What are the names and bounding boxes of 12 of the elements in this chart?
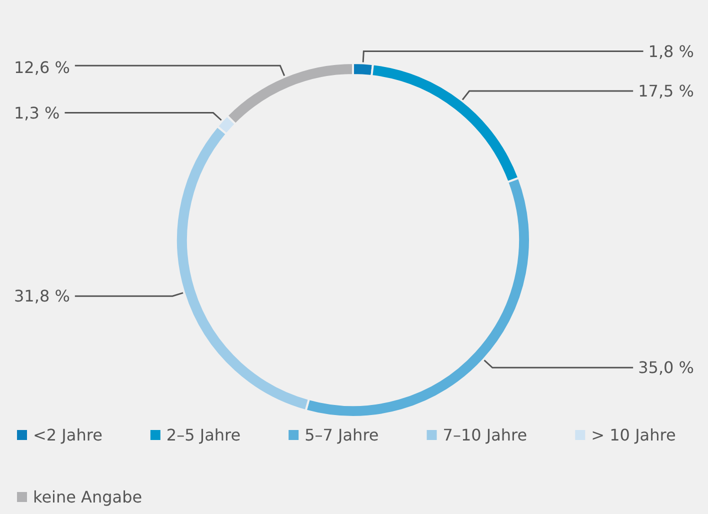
legend-label: keine Angabe <box>33 488 142 506</box>
legend-label: 2–5 Jahre <box>166 426 241 444</box>
legend-label: > 10 Jahre <box>591 426 676 444</box>
data-label: 1,3 % <box>14 103 60 122</box>
data-label: 35,0 % <box>638 358 694 378</box>
data-label: 31,8 % <box>14 286 70 306</box>
data-label: 12,6 % <box>14 58 70 77</box>
legend-label: 7–10 Jahre <box>442 426 528 444</box>
data-label: 1,8 % <box>648 42 694 61</box>
data-label: 17,5 % <box>638 82 694 101</box>
legend-label: <2 Jahre <box>33 426 102 444</box>
legend-label: 5–7 Jahre <box>304 426 379 444</box>
